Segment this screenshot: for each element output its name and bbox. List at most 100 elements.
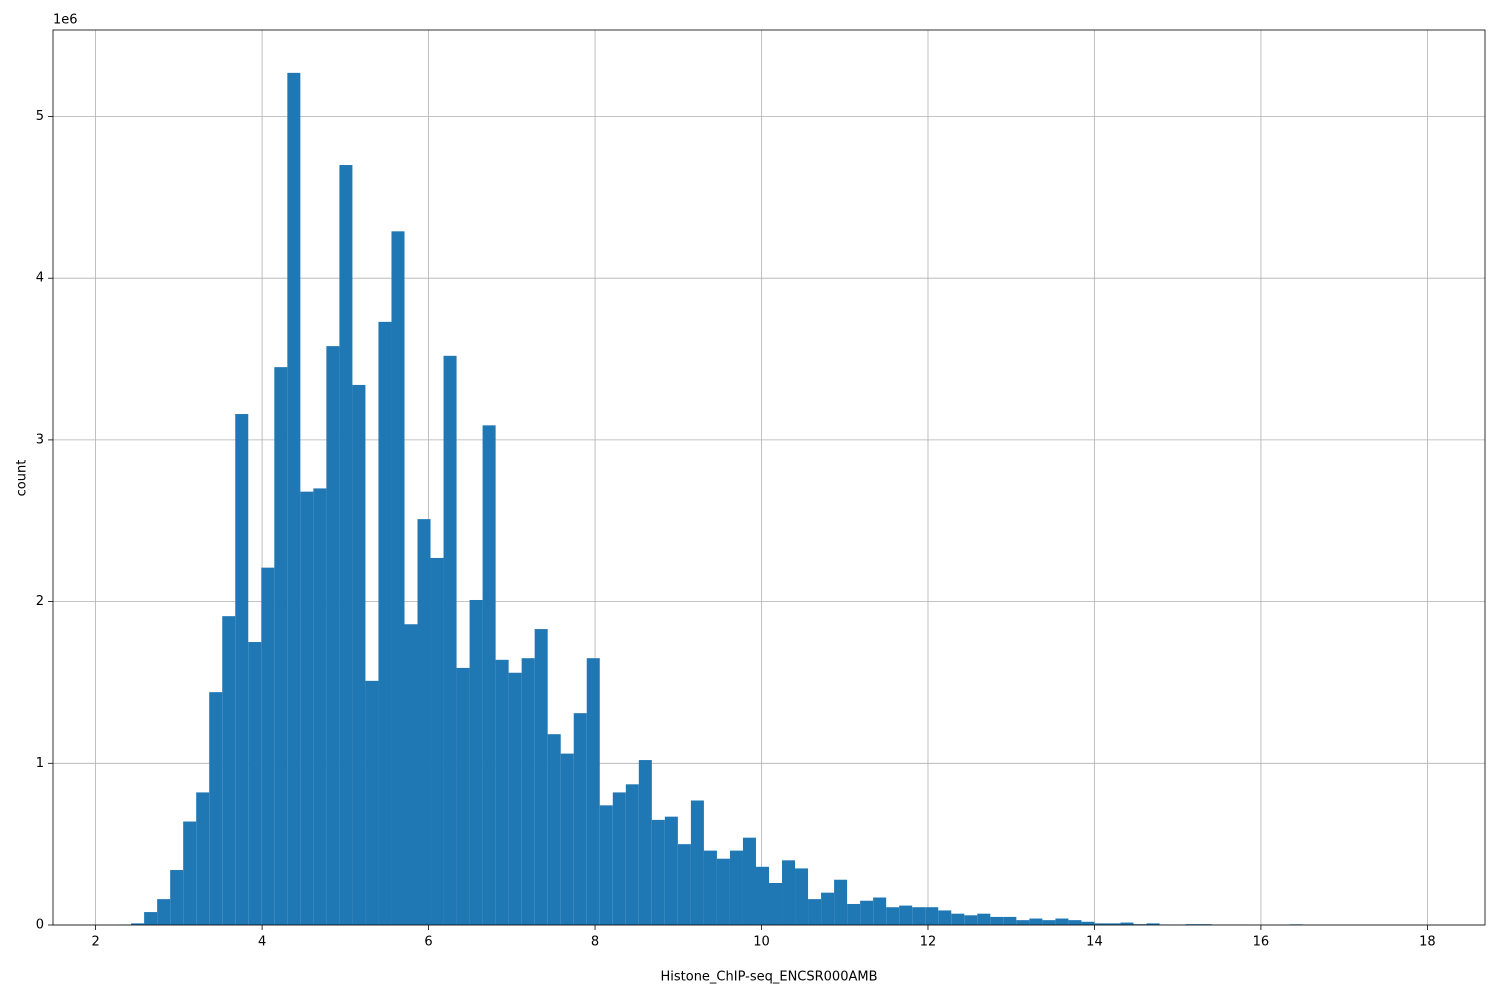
y-tick-label: 5	[36, 109, 44, 124]
bar	[938, 910, 952, 925]
bar	[326, 346, 340, 926]
bar	[1107, 923, 1121, 925]
bar	[677, 844, 691, 925]
bar	[729, 850, 743, 925]
y-offset-label: 1e6	[53, 13, 78, 28]
x-axis-label: Histone_ChIP-seq_ENCSR000AMB	[660, 970, 877, 985]
bar	[508, 672, 522, 925]
axes-frame	[52, 29, 1486, 926]
bar	[886, 907, 900, 925]
y-tick-label: 3	[36, 432, 44, 447]
bar	[261, 567, 275, 925]
bar	[899, 905, 913, 925]
bar	[951, 913, 965, 925]
bar	[365, 680, 379, 925]
bar	[834, 879, 848, 925]
bar	[170, 870, 184, 925]
bar	[300, 491, 314, 925]
bar	[847, 903, 861, 925]
bar	[1094, 923, 1108, 925]
bar	[860, 900, 874, 925]
x-tick-label: 18	[1419, 935, 1436, 950]
bar	[443, 355, 457, 926]
x-tick-label: 2	[91, 935, 99, 950]
y-tick-label: 4	[36, 271, 44, 286]
bar	[599, 805, 613, 925]
bar	[469, 599, 483, 925]
bar	[534, 629, 548, 925]
bar	[352, 384, 366, 925]
bar	[612, 792, 626, 925]
bar	[769, 882, 783, 925]
x-tick-label: 8	[591, 935, 599, 950]
bar	[808, 899, 822, 925]
bar	[1146, 923, 1160, 925]
bar	[573, 713, 587, 925]
bar	[560, 753, 574, 925]
x-tick-label: 14	[1086, 935, 1103, 950]
bar	[339, 165, 353, 925]
bar	[391, 231, 405, 926]
y-tick-label: 2	[36, 594, 44, 609]
bar	[1068, 920, 1082, 925]
bar	[495, 659, 509, 925]
bar	[313, 488, 327, 925]
bar	[1055, 918, 1069, 925]
bar	[1198, 924, 1212, 925]
x-tick-label: 12	[920, 935, 937, 950]
bar	[430, 557, 444, 925]
bar	[521, 658, 535, 925]
bar	[873, 897, 887, 925]
bar	[1081, 921, 1095, 925]
bar	[547, 734, 561, 925]
bar	[287, 72, 301, 926]
bar	[651, 819, 665, 925]
bar	[274, 367, 288, 925]
y-axis-label: count	[15, 460, 30, 497]
bar	[235, 414, 249, 925]
bar	[990, 916, 1004, 925]
bar	[795, 868, 809, 925]
x-tick-label: 4	[258, 935, 266, 950]
bar	[248, 642, 262, 925]
bar	[716, 858, 730, 925]
bar	[222, 616, 236, 925]
bar	[821, 892, 835, 925]
bar	[482, 425, 496, 925]
bar	[378, 321, 392, 926]
bar	[1042, 920, 1056, 925]
bar	[742, 837, 756, 925]
bar	[144, 912, 158, 925]
bar	[690, 800, 704, 925]
x-tick-label: 6	[424, 935, 432, 950]
bar	[157, 899, 171, 925]
bar	[625, 784, 639, 925]
bar	[183, 821, 197, 925]
bar	[209, 692, 223, 925]
bar	[417, 519, 431, 925]
bar	[964, 915, 978, 925]
bar	[1029, 918, 1043, 925]
bar	[586, 658, 600, 925]
bar	[1120, 922, 1134, 925]
y-tick-label: 1	[36, 756, 44, 771]
bar	[1016, 920, 1030, 925]
bar	[977, 913, 991, 925]
bar	[1133, 924, 1147, 925]
bar	[1185, 924, 1199, 925]
bar	[912, 907, 926, 925]
bar	[782, 860, 796, 925]
bar	[638, 760, 652, 925]
bar	[664, 816, 678, 925]
bar	[925, 907, 939, 925]
bar	[1003, 916, 1017, 925]
bar	[196, 792, 210, 925]
bar	[456, 667, 470, 925]
bar	[755, 866, 769, 925]
x-tick-label: 10	[753, 935, 770, 950]
bar	[131, 923, 145, 925]
bar	[404, 624, 418, 925]
y-tick-label: 0	[36, 918, 44, 933]
